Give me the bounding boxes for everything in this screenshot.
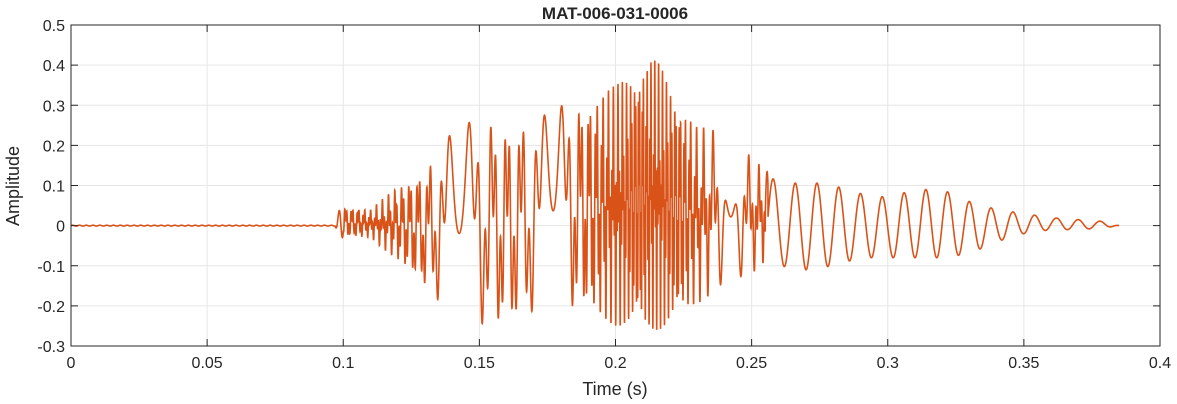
waveform-series-line [71, 60, 1120, 330]
x-tick-label: 0.15 [464, 355, 495, 372]
y-axis-ticks: -0.3 -0.2 -0.1 0 0.1 0.2 0.3 0.4 0.5 [37, 18, 1160, 356]
y-tick-label: -0.2 [37, 299, 65, 316]
x-tick-label: 0.25 [736, 355, 767, 372]
y-tick-label: 0 [56, 219, 65, 236]
x-tick-label: 0.4 [1149, 355, 1171, 372]
y-tick-label: 0.5 [43, 18, 65, 35]
plot-area [71, 60, 1120, 330]
y-axis-label: Amplitude [3, 146, 23, 226]
y-tick-label: 0.3 [43, 98, 65, 115]
y-tick-label: -0.3 [37, 339, 65, 356]
x-tick-label: 0.05 [192, 355, 223, 372]
x-tick-label: 0.2 [604, 355, 626, 372]
chart-title: MAT-006-031-0006 [542, 4, 688, 23]
y-tick-label: -0.1 [37, 259, 65, 276]
y-tick-label: 0.4 [43, 58, 65, 75]
x-axis-ticks: 0 0.05 0.1 0.15 0.2 0.25 0.3 0.35 0.4 [67, 25, 1171, 372]
x-tick-label: 0.3 [877, 355, 899, 372]
x-tick-label: 0.35 [1008, 355, 1039, 372]
x-tick-label: 0 [67, 355, 76, 372]
x-axis-label: Time (s) [582, 379, 647, 399]
x-tick-label: 0.1 [332, 355, 354, 372]
y-tick-label: 0.2 [43, 138, 65, 155]
y-tick-label: 0.1 [43, 179, 65, 196]
